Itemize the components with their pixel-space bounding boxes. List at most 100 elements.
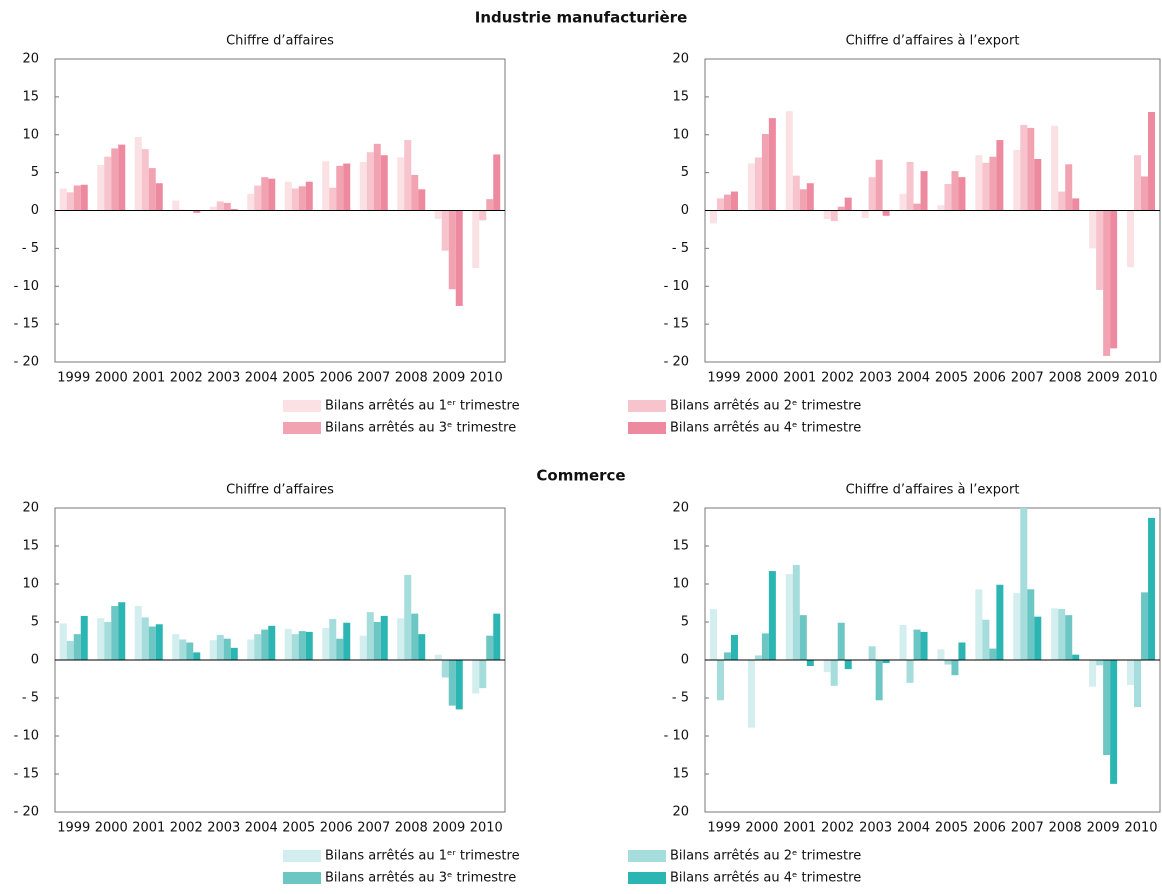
bar bbox=[913, 629, 921, 660]
bar bbox=[747, 163, 755, 211]
bar bbox=[104, 156, 112, 211]
legend-swatch bbox=[283, 850, 321, 862]
y-tick-label: 10 bbox=[22, 127, 39, 142]
bar bbox=[298, 631, 306, 660]
x-tick-label: 2000 bbox=[95, 371, 128, 386]
x-tick-label: 2008 bbox=[1049, 821, 1082, 836]
y-tick-label: - 5 bbox=[672, 691, 689, 706]
bar bbox=[380, 155, 388, 211]
x-tick-label: 2010 bbox=[1124, 821, 1157, 836]
legend-label: Bilans arrêtés au 1ᵉʳ trimestre bbox=[325, 399, 520, 414]
x-tick-label: 2008 bbox=[395, 371, 428, 386]
y-tick-label: - 10 bbox=[664, 729, 689, 744]
y-tick-label: 20 bbox=[672, 501, 689, 516]
x-tick-label: 1999 bbox=[57, 371, 90, 386]
bar bbox=[223, 202, 231, 211]
bar bbox=[837, 622, 845, 660]
x-tick-label: 2007 bbox=[357, 821, 390, 836]
x-tick-label: 2005 bbox=[935, 371, 968, 386]
bar bbox=[1148, 112, 1156, 211]
bar bbox=[373, 143, 381, 211]
bar bbox=[434, 654, 442, 660]
legend-label: Bilans arrêtés au 2ᵉ trimestre bbox=[670, 849, 861, 864]
bar bbox=[448, 210, 456, 290]
bar bbox=[434, 210, 442, 219]
bar bbox=[336, 165, 344, 211]
x-tick-label: 2002 bbox=[821, 371, 854, 386]
bar bbox=[899, 625, 907, 660]
y-tick-label: - 10 bbox=[14, 729, 39, 744]
bar bbox=[989, 156, 997, 211]
x-tick-label: 2004 bbox=[897, 821, 930, 836]
bar bbox=[404, 140, 412, 211]
y-tick-label: 20 bbox=[672, 52, 689, 67]
x-tick-label: 2002 bbox=[821, 821, 854, 836]
bar bbox=[830, 210, 838, 222]
bar bbox=[761, 633, 769, 660]
bar bbox=[1027, 127, 1035, 211]
bar bbox=[920, 631, 928, 660]
bar bbox=[155, 624, 163, 660]
y-tick-label: - 15 bbox=[664, 317, 689, 332]
bar bbox=[899, 193, 907, 211]
bar bbox=[441, 660, 449, 678]
bar bbox=[73, 634, 81, 660]
y-tick-label: 10 bbox=[672, 127, 689, 142]
y-tick-label: 10 bbox=[672, 577, 689, 592]
y-tick-label: 5 bbox=[681, 615, 689, 630]
bar bbox=[186, 642, 194, 660]
bar bbox=[111, 148, 119, 211]
bar bbox=[823, 660, 831, 673]
bar bbox=[397, 157, 405, 211]
x-tick-label: 1999 bbox=[707, 371, 740, 386]
bar bbox=[1027, 589, 1035, 660]
bar bbox=[1148, 517, 1156, 660]
bar bbox=[1020, 508, 1028, 660]
legend-label: Bilans arrêtés au 3ᵉ trimestre bbox=[325, 421, 516, 436]
x-tick-label: 2000 bbox=[95, 821, 128, 836]
bar bbox=[404, 574, 412, 660]
bar bbox=[937, 205, 945, 211]
bar bbox=[148, 626, 156, 660]
bar bbox=[982, 619, 990, 660]
bar bbox=[785, 111, 793, 211]
y-tick-label: 0 bbox=[681, 653, 689, 668]
bar bbox=[373, 622, 381, 660]
bar bbox=[754, 655, 762, 660]
x-tick-label: 2000 bbox=[745, 821, 778, 836]
bar bbox=[193, 210, 201, 213]
bar bbox=[216, 634, 224, 660]
legend-label: Bilans arrêtés au 2ᵉ trimestre bbox=[670, 399, 861, 414]
bar bbox=[448, 660, 456, 706]
bar bbox=[418, 634, 426, 660]
bar bbox=[1058, 191, 1066, 211]
bar bbox=[844, 197, 852, 211]
bar bbox=[1110, 210, 1118, 349]
bar bbox=[996, 584, 1004, 660]
bar bbox=[1134, 155, 1142, 211]
bar bbox=[254, 185, 262, 211]
y-tick-label: 20 bbox=[22, 52, 39, 67]
bar bbox=[1013, 149, 1021, 211]
x-tick-label: 2004 bbox=[897, 371, 930, 386]
bar bbox=[799, 615, 807, 660]
bar bbox=[1065, 615, 1073, 660]
x-tick-label: 2001 bbox=[783, 821, 816, 836]
bar bbox=[305, 181, 313, 211]
section-title: Commerce bbox=[536, 467, 625, 485]
legend-swatch bbox=[628, 422, 666, 434]
bar bbox=[1096, 660, 1104, 666]
y-tick-label: 0 bbox=[31, 203, 39, 218]
bar bbox=[261, 177, 269, 211]
bar bbox=[799, 189, 807, 211]
bar bbox=[823, 210, 831, 219]
x-tick-label: 2003 bbox=[207, 821, 240, 836]
bar bbox=[209, 640, 217, 660]
bar bbox=[1034, 158, 1042, 211]
bar bbox=[455, 210, 463, 306]
y-tick-label: - 20 bbox=[14, 355, 39, 370]
bar bbox=[975, 589, 983, 660]
bar bbox=[472, 660, 480, 694]
y-tick-label: 5 bbox=[31, 615, 39, 630]
y-tick-label: - 5 bbox=[22, 691, 39, 706]
